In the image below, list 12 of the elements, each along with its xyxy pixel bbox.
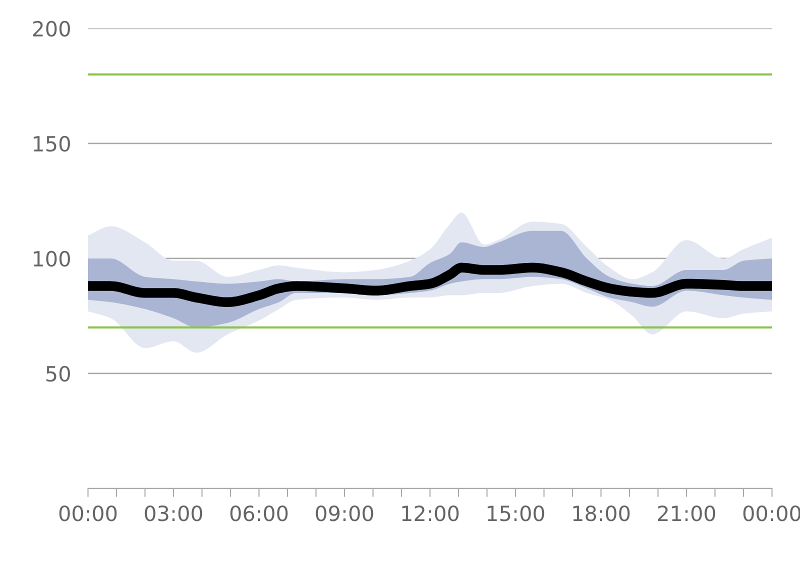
y-tick-label: 150	[34, 136, 70, 152]
x-tick-label: 03:00	[144, 506, 202, 522]
y-tick-label: 100	[34, 250, 70, 267]
x-tick-label: 18:00	[573, 506, 630, 522]
x-tick-label: 15:00	[488, 506, 544, 522]
x-tick-label: 06:00	[230, 506, 288, 522]
y-tick-label: 200	[33, 20, 70, 37]
y-tick-label: 50	[46, 366, 70, 382]
x-tick-label: 00:00	[59, 506, 117, 522]
x-tick-label: 09:00	[316, 506, 374, 522]
x-tick-label: 12:00	[402, 506, 459, 522]
x-tick-label: 21:00	[658, 506, 716, 522]
